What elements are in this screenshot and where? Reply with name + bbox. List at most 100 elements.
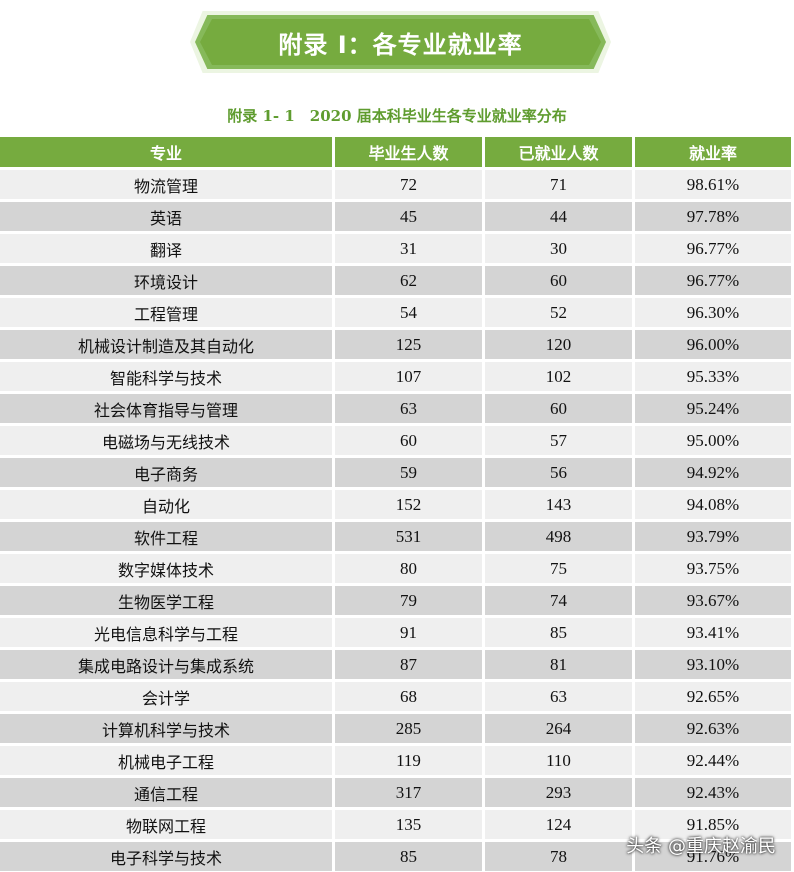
table-row: 软件工程 531 498 93.79% [0, 519, 794, 551]
header-major: 专业 [0, 137, 335, 167]
cell-employed: 71 [485, 167, 635, 199]
cell-graduates: 31 [335, 231, 485, 263]
table-row: 电磁场与无线技术 60 57 95.00% [0, 423, 794, 455]
cell-rate: 96.30% [635, 295, 794, 327]
cell-graduates: 80 [335, 551, 485, 583]
cell-rate: 91.85% [635, 807, 794, 839]
table-body: 物流管理 72 71 98.61% 英语 45 44 97.78% 翻译 31 30 96.77% 环境… [0, 167, 794, 871]
cell-rate: 95.24% [635, 391, 794, 423]
cell-employed: 110 [485, 743, 635, 775]
cell-major: 智能科学与技术 [0, 359, 335, 391]
table-row: 机械电子工程 119 110 92.44% [0, 743, 794, 775]
table-row: 工程管理 54 52 96.30% [0, 295, 794, 327]
cell-major: 物流管理 [0, 167, 335, 199]
cell-graduates: 63 [335, 391, 485, 423]
cell-major: 电子商务 [0, 455, 335, 487]
cell-major: 物联网工程 [0, 807, 335, 839]
cell-rate: 97.78% [635, 199, 794, 231]
cell-employed: 264 [485, 711, 635, 743]
cell-graduates: 60 [335, 423, 485, 455]
cell-major: 工程管理 [0, 295, 335, 327]
cell-major: 会计学 [0, 679, 335, 711]
cell-graduates: 85 [335, 839, 485, 871]
cell-graduates: 54 [335, 295, 485, 327]
cell-employed: 498 [485, 519, 635, 551]
cell-employed: 102 [485, 359, 635, 391]
cell-rate: 94.08% [635, 487, 794, 519]
header-rate: 就业率 [635, 137, 794, 167]
cell-graduates: 135 [335, 807, 485, 839]
cell-employed: 74 [485, 583, 635, 615]
cell-major: 机械电子工程 [0, 743, 335, 775]
cell-major: 英语 [0, 199, 335, 231]
cell-graduates: 59 [335, 455, 485, 487]
cell-graduates: 62 [335, 263, 485, 295]
table-row: 物流管理 72 71 98.61% [0, 167, 794, 199]
table-row: 翻译 31 30 96.77% [0, 231, 794, 263]
cell-graduates: 119 [335, 743, 485, 775]
cell-employed: 30 [485, 231, 635, 263]
cell-employed: 124 [485, 807, 635, 839]
cell-rate: 92.44% [635, 743, 794, 775]
cell-major: 数字媒体技术 [0, 551, 335, 583]
appendix-banner: 附录 I：各专业就业率 [190, 11, 611, 73]
cell-graduates: 152 [335, 487, 485, 519]
cell-rate: 93.41% [635, 615, 794, 647]
cell-rate: 95.00% [635, 423, 794, 455]
cell-rate: 91.76% [635, 839, 794, 871]
table-header-row: 专业 毕业生人数 已就业人数 就业率 [0, 137, 794, 167]
cell-rate: 96.00% [635, 327, 794, 359]
table-row: 环境设计 62 60 96.77% [0, 263, 794, 295]
cell-employed: 120 [485, 327, 635, 359]
cell-graduates: 72 [335, 167, 485, 199]
cell-employed: 78 [485, 839, 635, 871]
cell-major: 光电信息科学与工程 [0, 615, 335, 647]
table-row: 社会体育指导与管理 63 60 95.24% [0, 391, 794, 423]
table-row: 集成电路设计与集成系统 87 81 93.10% [0, 647, 794, 679]
cell-employed: 81 [485, 647, 635, 679]
cell-major: 翻译 [0, 231, 335, 263]
cell-graduates: 317 [335, 775, 485, 807]
table-row: 电子科学与技术 85 78 91.76% [0, 839, 794, 871]
table-row: 光电信息科学与工程 91 85 93.41% [0, 615, 794, 647]
cell-major: 机械设计制造及其自动化 [0, 327, 335, 359]
cell-graduates: 68 [335, 679, 485, 711]
cell-employed: 44 [485, 199, 635, 231]
table-row: 会计学 68 63 92.65% [0, 679, 794, 711]
cell-graduates: 107 [335, 359, 485, 391]
cell-major: 电子科学与技术 [0, 839, 335, 871]
cell-employed: 57 [485, 423, 635, 455]
cell-graduates: 285 [335, 711, 485, 743]
cell-rate: 93.75% [635, 551, 794, 583]
cell-rate: 98.61% [635, 167, 794, 199]
cell-rate: 92.43% [635, 775, 794, 807]
cell-major: 电磁场与无线技术 [0, 423, 335, 455]
cell-employed: 60 [485, 391, 635, 423]
cell-employed: 56 [485, 455, 635, 487]
cell-rate: 93.10% [635, 647, 794, 679]
cell-rate: 96.77% [635, 231, 794, 263]
table-caption: 附录 1- 1 2020 届本科毕业生各专业就业率分布 [227, 107, 567, 125]
header-graduates: 毕业生人数 [335, 137, 485, 167]
cell-rate: 94.92% [635, 455, 794, 487]
cell-employed: 85 [485, 615, 635, 647]
cell-employed: 60 [485, 263, 635, 295]
table-row: 智能科学与技术 107 102 95.33% [0, 359, 794, 391]
cell-graduates: 125 [335, 327, 485, 359]
watermark: 头条 @重庆赵渝民 [626, 836, 776, 857]
cell-major: 生物医学工程 [0, 583, 335, 615]
cell-rate: 95.33% [635, 359, 794, 391]
cell-employed: 75 [485, 551, 635, 583]
cell-graduates: 45 [335, 199, 485, 231]
banner-title: 附录 I：各专业就业率 [278, 30, 523, 59]
cell-major: 通信工程 [0, 775, 335, 807]
cell-graduates: 79 [335, 583, 485, 615]
cell-major: 软件工程 [0, 519, 335, 551]
cell-major: 计算机科学与技术 [0, 711, 335, 743]
table-row: 电子商务 59 56 94.92% [0, 455, 794, 487]
cell-employed: 52 [485, 295, 635, 327]
cell-employed: 63 [485, 679, 635, 711]
cell-graduates: 531 [335, 519, 485, 551]
table-row: 自动化 152 143 94.08% [0, 487, 794, 519]
cell-major: 社会体育指导与管理 [0, 391, 335, 423]
